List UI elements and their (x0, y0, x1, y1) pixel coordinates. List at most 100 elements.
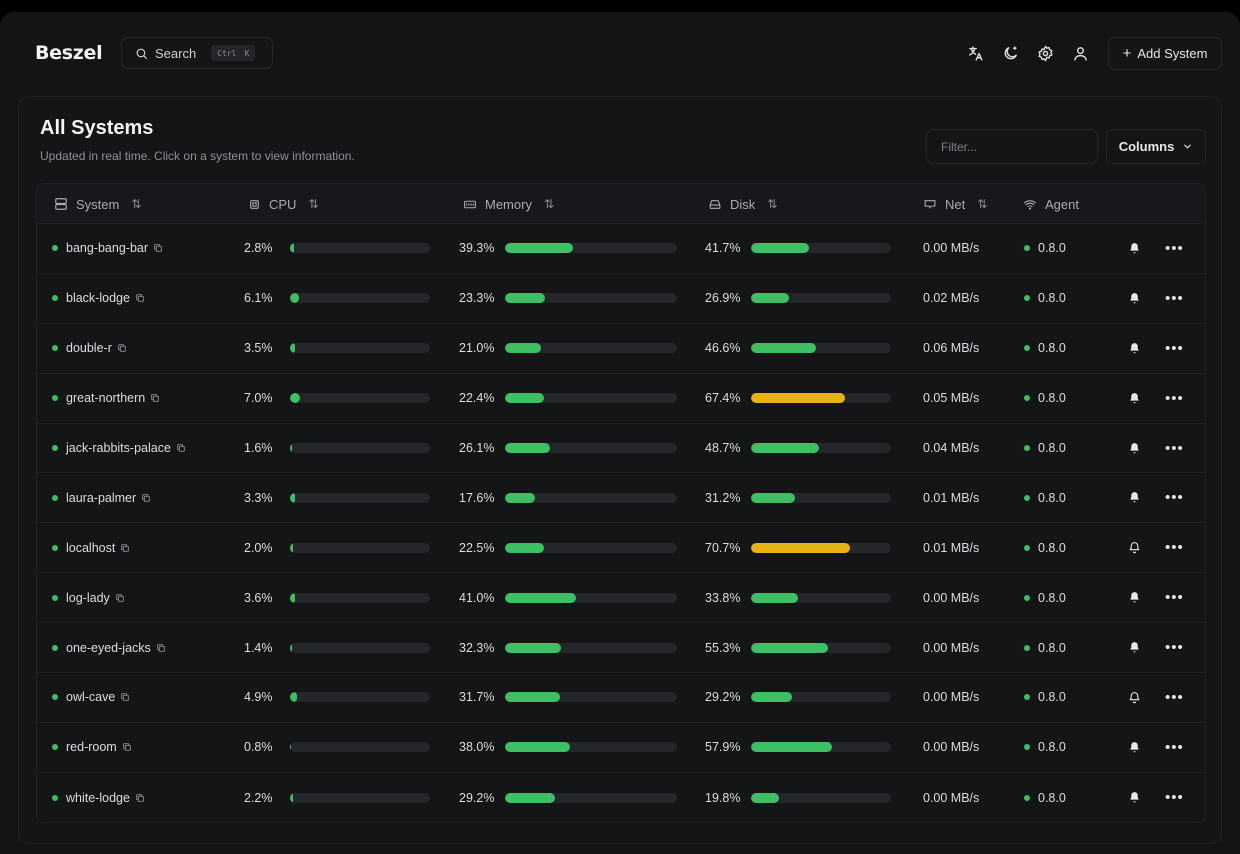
more-options-icon[interactable]: ••• (1165, 289, 1184, 307)
language-icon[interactable] (958, 37, 993, 69)
header-disk[interactable]: Disk ⇅ (708, 184, 777, 224)
user-icon[interactable] (1063, 37, 1098, 69)
copy-icon[interactable] (120, 692, 130, 702)
more-options-icon[interactable]: ••• (1165, 539, 1184, 557)
bell-icon[interactable] (1128, 224, 1141, 273)
copy-icon[interactable] (153, 243, 163, 253)
memory-cell: 31.7% (459, 673, 677, 722)
table-row[interactable]: one-eyed-jacks 1.4% 32.3% 55.3% 0.00 MB/s 0.8… (37, 623, 1205, 674)
system-cell: jack-rabbits-palace (52, 424, 186, 473)
system-name[interactable]: red-room (66, 740, 117, 755)
copy-icon[interactable] (156, 643, 166, 653)
table-row[interactable]: white-lodge 2.2% 29.2% 19.8% 0.00 MB/s 0.8.0 •… (37, 773, 1205, 822)
disk-bar-fill (751, 692, 792, 703)
cpu-cell: 3.6% (244, 573, 430, 622)
more-options-icon[interactable]: ••• (1165, 589, 1184, 607)
system-name[interactable]: black-lodge (66, 291, 130, 306)
app-logo[interactable]: Beszel (35, 42, 103, 64)
copy-icon[interactable] (150, 393, 160, 403)
net-cell: 0.00 MB/s (923, 723, 979, 772)
table-row[interactable]: red-room 0.8% 38.0% 57.9% 0.00 MB/s 0.8.0 ••• (37, 723, 1205, 773)
copy-icon[interactable] (120, 543, 130, 553)
system-cell: laura-palmer (52, 473, 151, 522)
more-options-icon[interactable]: ••• (1165, 439, 1184, 457)
copy-icon[interactable] (141, 493, 151, 503)
agent-version: 0.8.0 (1038, 291, 1066, 306)
bell-icon[interactable] (1128, 723, 1141, 772)
bell-icon[interactable] (1128, 673, 1141, 722)
bell-icon[interactable] (1128, 773, 1141, 822)
copy-icon[interactable] (135, 793, 145, 803)
memory-bar-fill (505, 243, 573, 254)
bell-icon[interactable] (1128, 274, 1141, 323)
header-agent: Agent (1023, 184, 1079, 224)
system-name[interactable]: laura-palmer (66, 490, 137, 505)
memory-bar (505, 343, 677, 354)
table-row[interactable]: great-northern 7.0% 22.4% 67.4% 0.05 MB/s 0.8… (37, 374, 1205, 424)
system-name[interactable]: one-eyed-jacks (66, 640, 151, 655)
filter-input[interactable]: Filter... (926, 129, 1098, 164)
bell-icon[interactable] (1128, 623, 1141, 672)
table-row[interactable]: localhost 2.0% 22.5% 70.7% 0.01 MB/s 0.8.0 ••• (37, 523, 1205, 574)
net-cell: 0.01 MB/s (923, 473, 979, 522)
copy-icon[interactable] (135, 293, 145, 303)
agent-version: 0.8.0 (1038, 241, 1066, 256)
copy-icon[interactable] (117, 343, 127, 353)
memory-value: 26.1% (459, 441, 495, 455)
system-name[interactable]: double-r (66, 341, 112, 356)
net-cell: 0.06 MB/s (923, 324, 979, 373)
net-value: 0.04 MB/s (923, 441, 980, 455)
more-options-icon[interactable]: ••• (1165, 339, 1184, 357)
system-name[interactable]: owl-cave (66, 690, 116, 705)
more-options-icon[interactable]: ••• (1165, 688, 1184, 706)
disk-bar (751, 243, 891, 254)
disk-bar (751, 642, 891, 653)
memory-bar-fill (505, 492, 536, 503)
add-system-button[interactable]: + Add System (1108, 36, 1222, 70)
table-row[interactable]: log-lady 3.6% 41.0% 33.8% 0.00 MB/s 0.8.0 ••• (37, 573, 1205, 624)
header-system[interactable]: System ⇅ (54, 184, 141, 224)
bell-icon[interactable] (1128, 424, 1141, 473)
system-name[interactable]: log-lady (66, 590, 110, 605)
bell-icon[interactable] (1128, 473, 1141, 522)
table-row[interactable]: black-lodge 6.1% 23.3% 26.9% 0.02 MB/s 0.8.0 •… (37, 274, 1205, 324)
system-name[interactable]: jack-rabbits-palace (66, 441, 171, 455)
search-button[interactable]: Search Ctrl K (121, 37, 273, 69)
system-name[interactable]: localhost (66, 540, 116, 555)
system-name[interactable]: great-northern (66, 391, 146, 406)
more-options-icon[interactable]: ••• (1165, 639, 1184, 657)
settings-gear-icon[interactable] (1028, 37, 1063, 69)
memory-value: 29.2% (459, 790, 495, 805)
more-options-icon[interactable]: ••• (1165, 738, 1184, 756)
system-name[interactable]: bang-bang-bar (66, 241, 149, 256)
more-options-icon[interactable]: ••• (1165, 239, 1184, 257)
more-options-icon[interactable]: ••• (1165, 789, 1184, 807)
cpu-bar-fill (290, 692, 297, 703)
theme-moon-icon[interactable] (993, 37, 1028, 69)
cpu-bar-fill (290, 792, 294, 803)
header-cpu[interactable]: CPU ⇅ (248, 184, 319, 224)
copy-icon[interactable] (115, 593, 125, 603)
system-name[interactable]: white-lodge (66, 790, 130, 805)
table-row[interactable]: owl-cave 4.9% 31.7% 29.2% 0.00 MB/s 0.8.0 ••• (37, 673, 1205, 723)
bell-icon[interactable] (1128, 374, 1141, 423)
copy-icon[interactable] (122, 742, 132, 752)
bell-icon[interactable] (1128, 324, 1141, 373)
header-memory[interactable]: Memory ⇅ (463, 184, 554, 224)
memory-bar-fill (505, 742, 571, 753)
table-row[interactable]: bang-bang-bar 2.8% 39.3% 41.7% 0.00 MB/s 0.8.… (37, 224, 1205, 274)
header-net[interactable]: Net ⇅ (923, 184, 987, 224)
more-options-icon[interactable]: ••• (1165, 389, 1184, 407)
table-row[interactable]: laura-palmer 3.3% 17.6% 31.2% 0.01 MB/s 0.8.0… (37, 473, 1205, 524)
columns-button[interactable]: Columns (1106, 129, 1206, 164)
net-value: 0.01 MB/s (923, 490, 980, 505)
table-row[interactable]: double-r 3.5% 21.0% 46.6% 0.06 MB/s 0.8.0 ••• (37, 324, 1205, 374)
bell-icon[interactable] (1128, 523, 1141, 572)
memory-cell: 22.4% (459, 374, 677, 423)
disk-bar-fill (751, 393, 846, 404)
memory-icon (463, 198, 477, 211)
table-row[interactable]: jack-rabbits-palace 1.6% 26.1% 48.7% 0.04 MB… (37, 424, 1205, 474)
more-options-icon[interactable]: ••• (1165, 489, 1184, 507)
bell-icon[interactable] (1128, 573, 1141, 622)
copy-icon[interactable] (176, 443, 186, 453)
